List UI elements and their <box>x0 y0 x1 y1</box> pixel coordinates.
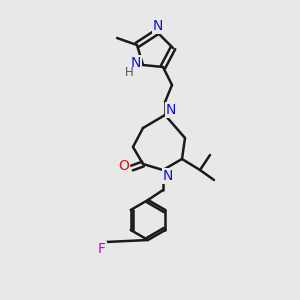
Text: F: F <box>98 242 106 256</box>
Text: N: N <box>153 19 163 33</box>
Text: H: H <box>124 67 134 80</box>
Text: N: N <box>163 169 173 183</box>
Text: N: N <box>166 103 176 117</box>
Text: O: O <box>118 159 129 173</box>
Text: N: N <box>131 56 141 70</box>
